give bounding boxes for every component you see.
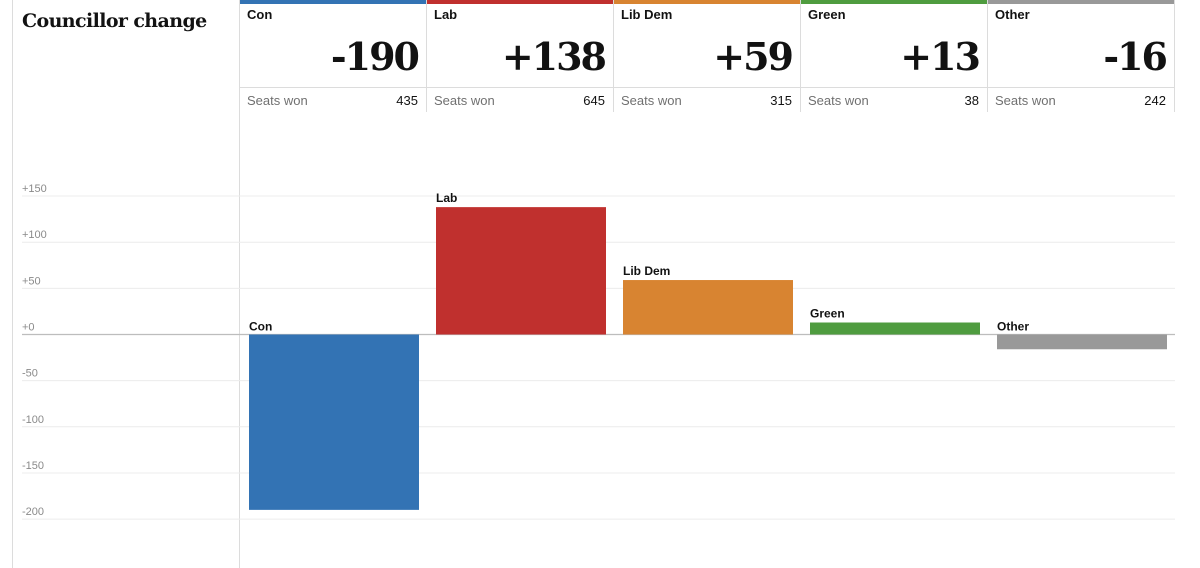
y-tick-label: -200 [22, 506, 44, 518]
seats-won-label: Seats won [247, 93, 308, 108]
page-title: Councillor change [22, 10, 207, 32]
party-color-bar [801, 0, 987, 4]
councillor-change-value: -16 [1103, 34, 1168, 79]
bar-label-other: Other [997, 320, 1029, 334]
bar-other [997, 334, 1167, 350]
party-name: Other [995, 7, 1030, 22]
party-name: Green [808, 7, 846, 22]
party-color-bar [240, 0, 426, 4]
bar-lib-dem [623, 280, 793, 335]
party-name: Con [247, 7, 273, 22]
councillor-change-value: +13 [900, 34, 981, 79]
y-tick-label: +150 [22, 183, 47, 195]
party-card-con: Con -190 Seats won 435 [240, 0, 427, 112]
bar-lab [436, 207, 606, 335]
bar-green [810, 322, 980, 335]
card-divider [988, 87, 1174, 88]
party-color-bar [988, 0, 1174, 4]
seats-won-value: 645 [583, 93, 605, 108]
party-color-bar [427, 0, 613, 4]
seats-won-label: Seats won [434, 93, 495, 108]
seats-won-value: 315 [770, 93, 792, 108]
bar-label-green: Green [810, 307, 845, 321]
party-card-other: Other -16 Seats won 242 [988, 0, 1175, 112]
seats-won-label: Seats won [808, 93, 869, 108]
bar-con [249, 334, 419, 510]
party-cards: Con -190 Seats won 435 Lab +138 Seats wo… [240, 0, 1175, 112]
y-tick-label: -100 [22, 414, 44, 426]
y-tick-label: +50 [22, 275, 41, 287]
card-divider [240, 87, 426, 88]
y-tick-label: +100 [22, 229, 47, 241]
seats-won-value: 435 [396, 93, 418, 108]
councillor-change-value: +59 [713, 34, 794, 79]
card-divider [801, 87, 987, 88]
bar-label-con: Con [249, 320, 272, 334]
seats-won-label: Seats won [995, 93, 1056, 108]
party-card-green: Green +13 Seats won 38 [801, 0, 988, 112]
y-tick-label: -50 [22, 368, 38, 380]
party-card-lab: Lab +138 Seats won 645 [427, 0, 614, 112]
party-card-lib-dem: Lib Dem +59 Seats won 315 [614, 0, 801, 112]
seats-won-value: 242 [1144, 93, 1166, 108]
seats-won-value: 38 [964, 93, 979, 108]
party-name: Lib Dem [621, 7, 673, 22]
bar-label-lib-dem: Lib Dem [623, 264, 670, 278]
councillor-change-value: -190 [330, 34, 420, 79]
left-divider [239, 0, 240, 568]
bar-label-lab: Lab [436, 191, 457, 205]
card-divider [614, 87, 800, 88]
seats-won-label: Seats won [621, 93, 682, 108]
councillor-change-value: +138 [501, 34, 607, 79]
chart-frame [12, 0, 1200, 568]
card-divider [427, 87, 613, 88]
party-color-bar [614, 0, 800, 4]
y-tick-label: +0 [22, 322, 35, 334]
party-name: Lab [434, 7, 458, 22]
y-tick-label: -150 [22, 460, 44, 472]
